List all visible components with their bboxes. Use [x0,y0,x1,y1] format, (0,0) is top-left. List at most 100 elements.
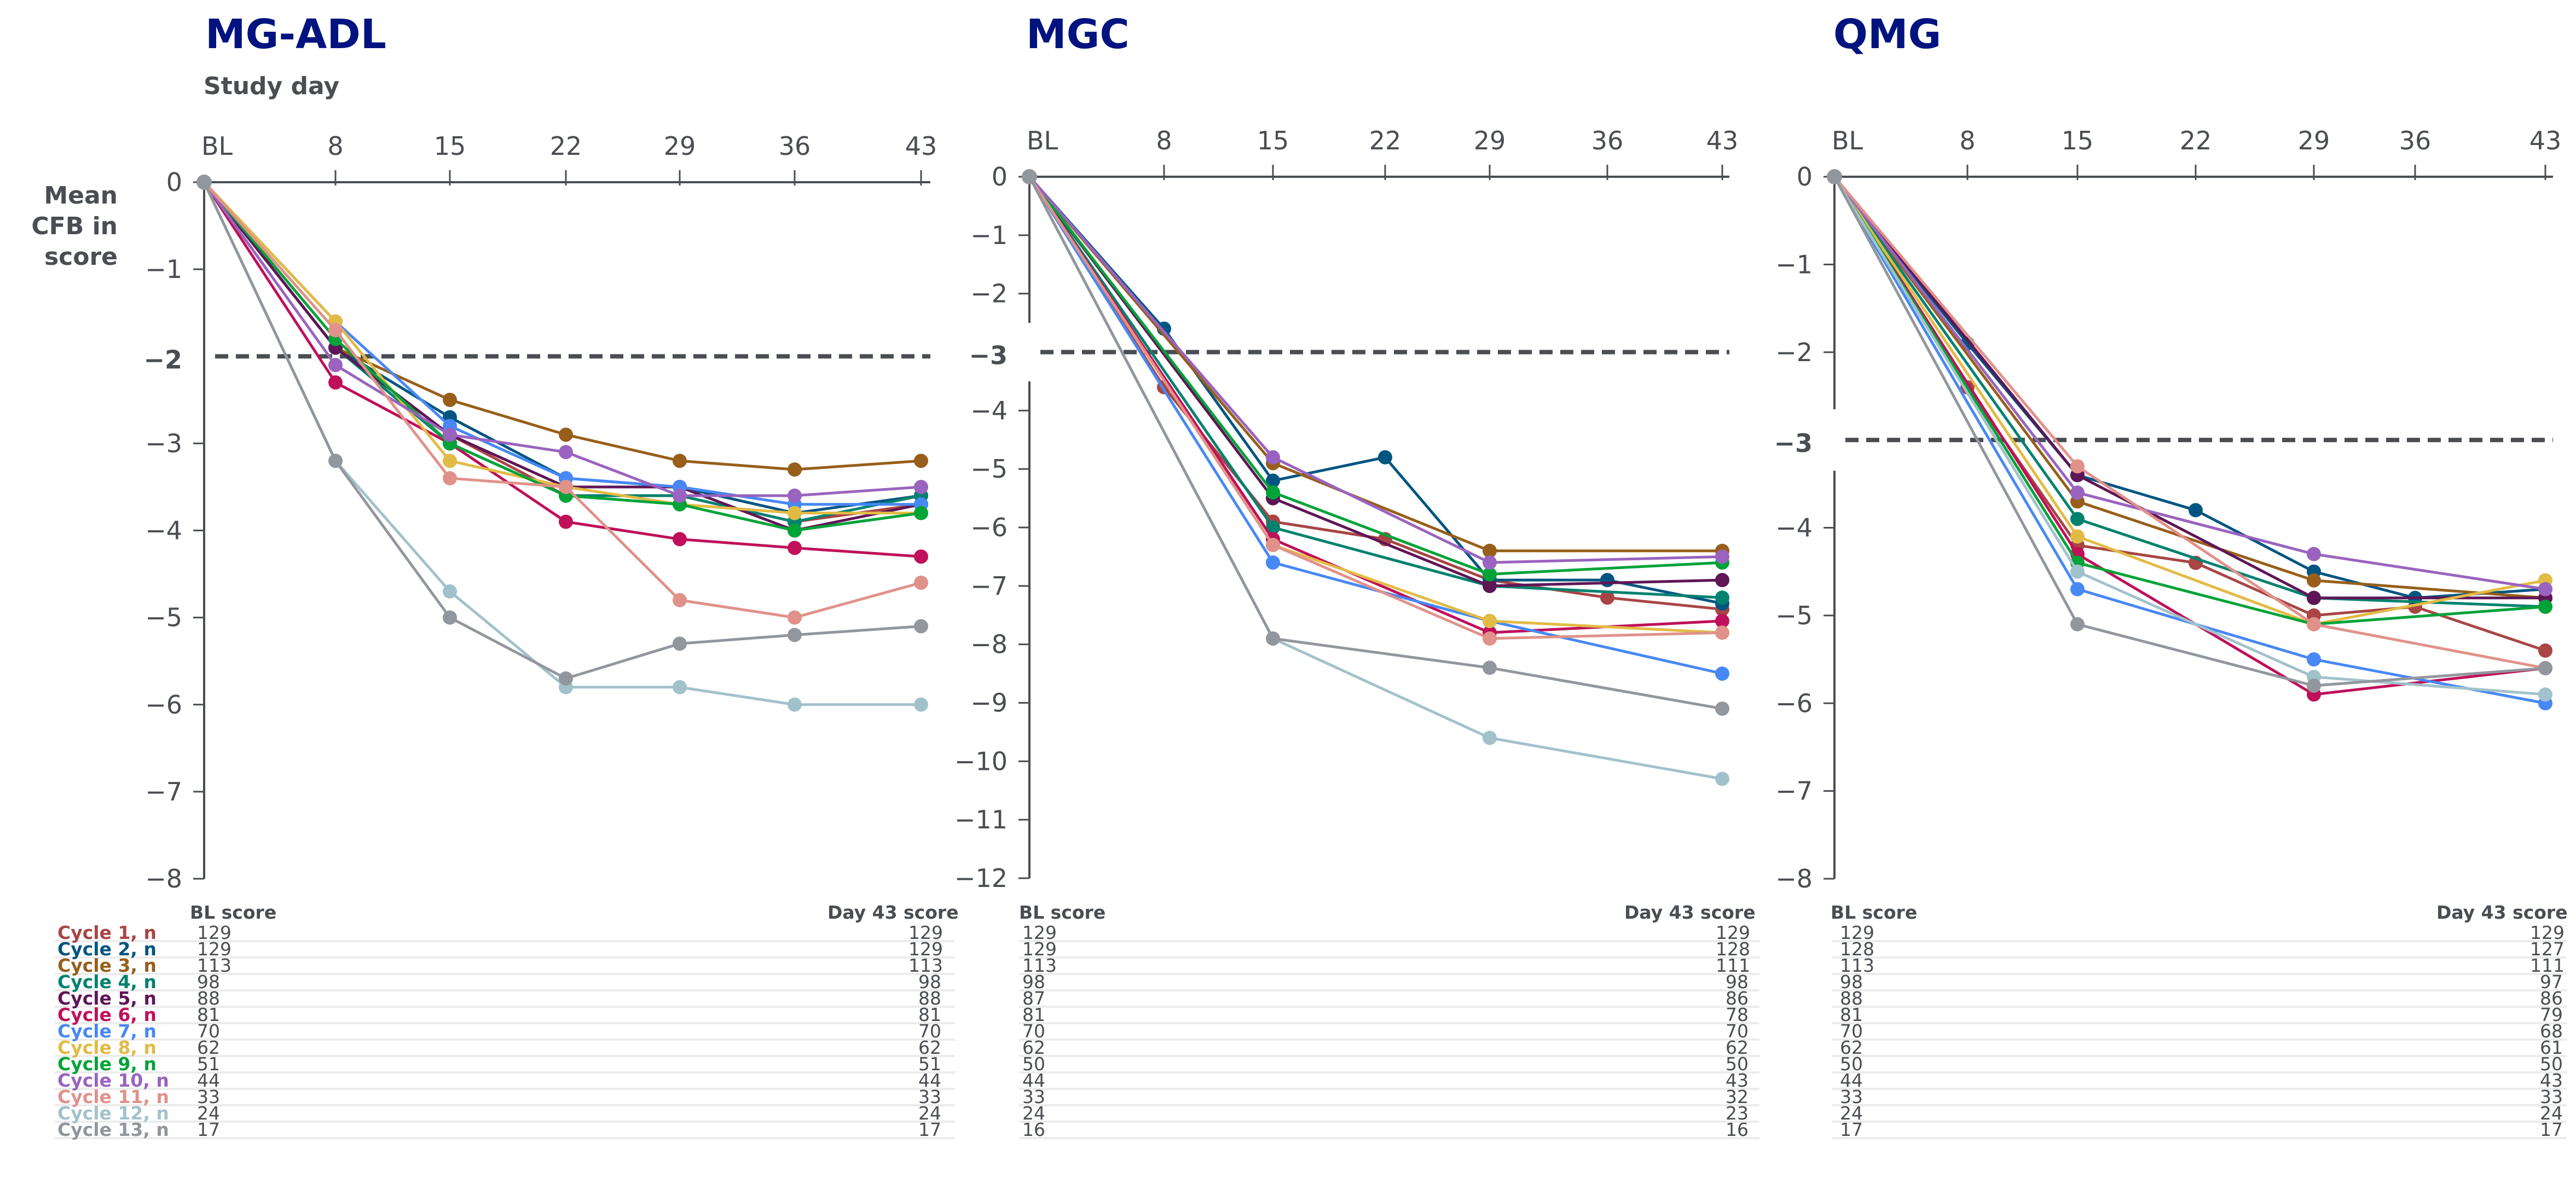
y-tick-label: −8 [970,630,1008,659]
day43-score-value: 81 [918,1004,941,1025]
data-point-cycle-3 [788,462,802,477]
data-point-cycle-10 [2307,547,2321,561]
data-point-cycle-12 [2070,564,2085,579]
bl-score-header: BL score [1019,902,1106,923]
data-point-cycle-11 [559,479,573,494]
table-row [55,1104,955,1123]
legend-cycle-5: Cycle 5, n [57,988,157,1009]
data-point-cycle-11 [1483,631,1497,646]
bl-score-value: 70 [1840,1020,1863,1042]
data-point-cycle-10 [1483,555,1497,570]
panel-title-mg-adl: MG-ADL [205,11,386,58]
data-point-cycle-2 [1378,450,1392,465]
data-point-cycle-4 [2070,512,2085,526]
threshold-label: −3 [1774,428,1813,458]
x-tick-label: BL [201,131,233,161]
data-point-cycle-10 [328,358,343,373]
series-line-cycle-8 [1833,176,2546,626]
series-line-cycle-13 [1028,176,1723,710]
data-point-cycle-12 [1715,771,1729,786]
y-tick-label: −8 [145,864,182,894]
bl-score-value: 44 [1840,1070,1863,1091]
data-point-cycle-12 [2538,687,2552,702]
y-axis-title-line: CFB in [31,212,118,240]
table-row [1019,1022,1759,1041]
bl-score-value: 62 [197,1037,220,1058]
data-point-cycle-3 [443,392,457,407]
legend-cycle-8: Cycle 8, n [57,1037,157,1058]
legend-cycle-1: Cycle 1, n [57,922,157,943]
table-row [1832,940,2567,959]
threshold-label: −2 [143,345,182,374]
data-point-cycle-3 [673,454,687,468]
x-tick-label: 22 [2180,126,2212,155]
x-tick-label: 43 [2529,126,2562,155]
day43-score-value: 98 [918,971,941,993]
baseline-point [1022,169,1037,184]
table-row [1832,973,2567,991]
day43-score-value: 62 [918,1037,941,1058]
series-line-cycle-6 [1028,176,1723,634]
x-tick-label: BL [1027,126,1058,155]
bl-score-value: 129 [1840,922,1874,943]
x-tick-label: 15 [2062,126,2094,155]
data-point-cycle-10 [1266,450,1280,465]
table-row [1832,924,2567,942]
x-tick-label: 22 [1369,126,1402,155]
day43-score-value: 79 [2540,1004,2563,1025]
data-point-cycle-13 [1483,660,1497,675]
bl-score-value: 113 [1840,955,1874,976]
y-axis-title-line: Mean [44,182,118,210]
y-tick-label: −1 [970,221,1008,250]
day43-score-value: 86 [2540,988,2563,1009]
table-row [1019,924,1759,942]
series-line-cycle-3 [1833,176,2546,600]
bl-score-value: 44 [197,1070,220,1091]
bl-score-value: 62 [1022,1037,1045,1058]
table-row [55,1088,955,1106]
bl-score-value: 50 [1022,1053,1045,1075]
table-row [1832,1022,2567,1041]
x-tick-label: 43 [905,131,937,161]
data-point-cycle-11 [443,471,457,486]
bl-score-value: 113 [1022,955,1057,976]
legend-cycle-4: Cycle 4, n [57,971,157,993]
x-tick-label: 36 [1591,126,1624,155]
data-point-cycle-5 [2307,590,2321,605]
data-point-cycle-6 [328,375,343,390]
day43-score-header: Day 43 score [827,902,959,923]
x-tick-label: 29 [1474,126,1506,155]
table-row [1832,956,2567,975]
panel-title-mgc: MGC [1026,11,1130,58]
data-point-cycle-13 [2538,661,2552,676]
series-line-cycle-12 [202,181,921,706]
data-point-cycle-12 [443,584,457,599]
bl-score-value: 33 [1840,1086,1863,1107]
y-tick-label: −6 [145,690,182,720]
table-row [1832,989,2567,1008]
table-row [1019,1006,1759,1024]
data-point-cycle-7 [1715,666,1729,681]
day43-score-value: 44 [918,1070,941,1091]
table-row [1019,1104,1759,1123]
y-tick-label: −7 [1775,776,1813,806]
day43-score-value: 88 [918,988,941,1009]
bl-score-value: 81 [197,1004,220,1025]
y-tick-label: −3 [145,428,182,458]
day43-score-value: 68 [2540,1020,2563,1042]
legend-cycle-7: Cycle 7, n [57,1020,157,1042]
data-point-cycle-6 [1715,613,1729,628]
y-tick-label: −9 [970,688,1008,718]
bl-score-value: 98 [197,971,220,993]
bl-score-value: 51 [197,1053,220,1075]
data-point-cycle-6 [559,514,573,529]
y-tick-label: −7 [145,777,182,807]
day43-score-header: Day 43 score [2436,902,2568,923]
data-point-cycle-5 [1483,578,1497,593]
table-row [55,1022,955,1041]
y-tick-label: −5 [145,603,182,633]
table-row [55,956,955,975]
data-point-cycle-8 [443,454,457,468]
day43-score-value: 51 [918,1053,941,1075]
data-point-cycle-13 [673,636,687,651]
